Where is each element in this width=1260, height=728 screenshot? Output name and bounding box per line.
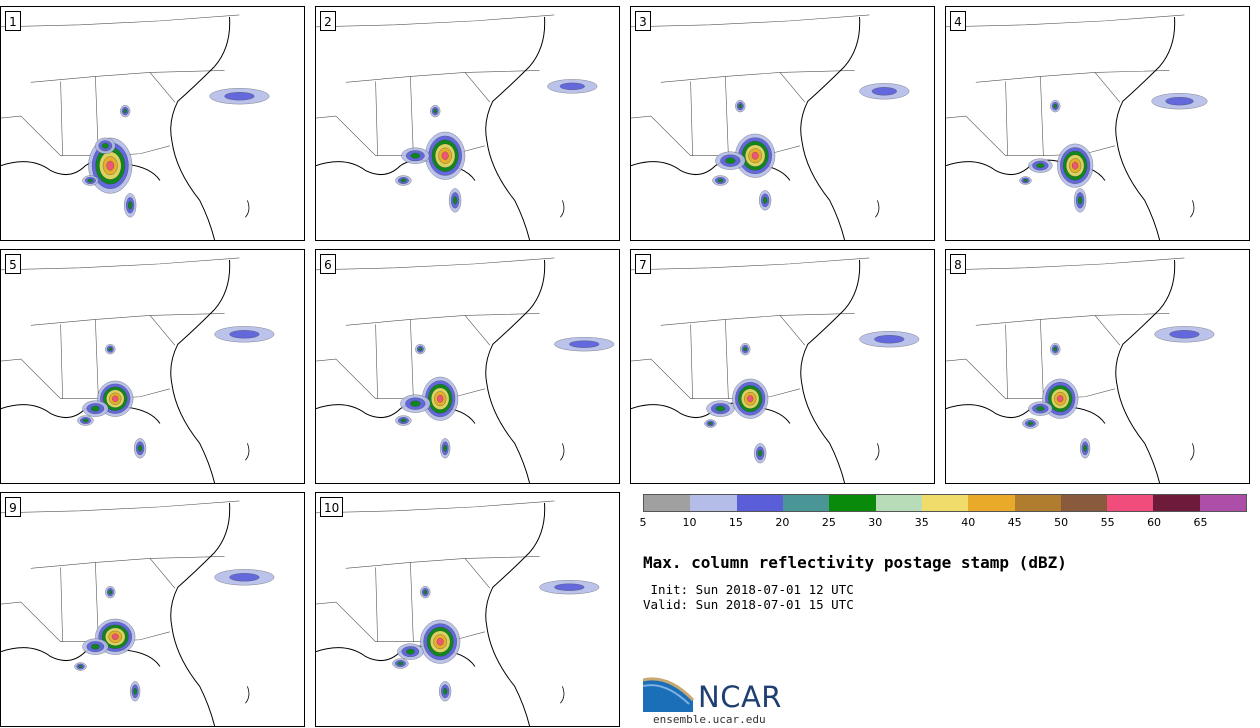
colorbar-tick-65: 65 [1193, 516, 1208, 529]
ncar-logo-text: NCAR [698, 680, 782, 714]
member-label: 9 [5, 497, 21, 517]
member-label: 6 [320, 254, 336, 274]
colorbar-tick-40: 40 [961, 516, 976, 529]
member-panel-3: 3 [630, 6, 935, 241]
colorbar-tick-15: 15 [728, 516, 743, 529]
member-panel-2: 2 [315, 6, 620, 241]
member-label: 10 [320, 497, 344, 517]
reflectivity-colorbar [643, 494, 1247, 512]
member-panel-7: 7 [630, 249, 935, 484]
site-url: ensemble.ucar.edu [653, 713, 766, 726]
colorbar-segment-6 [875, 495, 922, 511]
member-label: 1 [5, 11, 21, 31]
colorbar-segment-2 [690, 495, 737, 511]
colorbar-segment-1 [644, 495, 691, 511]
colorbar-segment-10 [1060, 495, 1108, 511]
colorbar-tick-60: 60 [1147, 516, 1162, 529]
colorbar-segment-3 [736, 495, 783, 511]
colorbar-segment-7 [921, 495, 969, 511]
colorbar-tick-5: 5 [639, 516, 647, 529]
colorbar-tick-55: 55 [1100, 516, 1115, 529]
colorbar-tick-20: 20 [775, 516, 790, 529]
member-label: 5 [5, 254, 21, 274]
colorbar-segment-4 [782, 495, 830, 511]
ncar-logo-icon [643, 677, 695, 712]
member-label: 4 [950, 11, 966, 31]
colorbar-segment-5 [829, 495, 876, 511]
member-panel-10: 10 [315, 492, 620, 727]
colorbar-segment-9 [1014, 495, 1061, 511]
init-time: Init: Sun 2018-07-01 12 UTC [643, 582, 854, 597]
member-panel-5: 5 [0, 249, 305, 484]
colorbar-tick-10: 10 [682, 516, 697, 529]
member-panel-9: 9 [0, 492, 305, 727]
member-panel-8: 8 [945, 249, 1250, 484]
colorbar-ticks: 5 10 15 20 25 30 35 40 45 50 55 60 65 [639, 516, 1247, 530]
member-label: 7 [635, 254, 651, 274]
colorbar-tick-45: 45 [1007, 516, 1022, 529]
valid-time: Valid: Sun 2018-07-01 15 UTC [643, 597, 854, 612]
colorbar-tick-50: 50 [1054, 516, 1069, 529]
member-label: 2 [320, 11, 336, 31]
colorbar-tick-25: 25 [821, 516, 836, 529]
member-panel-4: 4 [945, 6, 1250, 241]
colorbar-segment-13 [1199, 495, 1247, 511]
member-label: 8 [950, 254, 966, 274]
member-label: 3 [635, 11, 651, 31]
colorbar-tick-30: 30 [868, 516, 883, 529]
chart-title: Max. column reflectivity postage stamp (… [643, 553, 1067, 572]
member-panel-1: 1 [0, 6, 305, 241]
member-panel-6: 6 [315, 249, 620, 484]
colorbar-segment-12 [1153, 495, 1200, 511]
colorbar-segment-11 [1107, 495, 1154, 511]
colorbar-segment-8 [968, 495, 1015, 511]
colorbar-tick-35: 35 [914, 516, 929, 529]
